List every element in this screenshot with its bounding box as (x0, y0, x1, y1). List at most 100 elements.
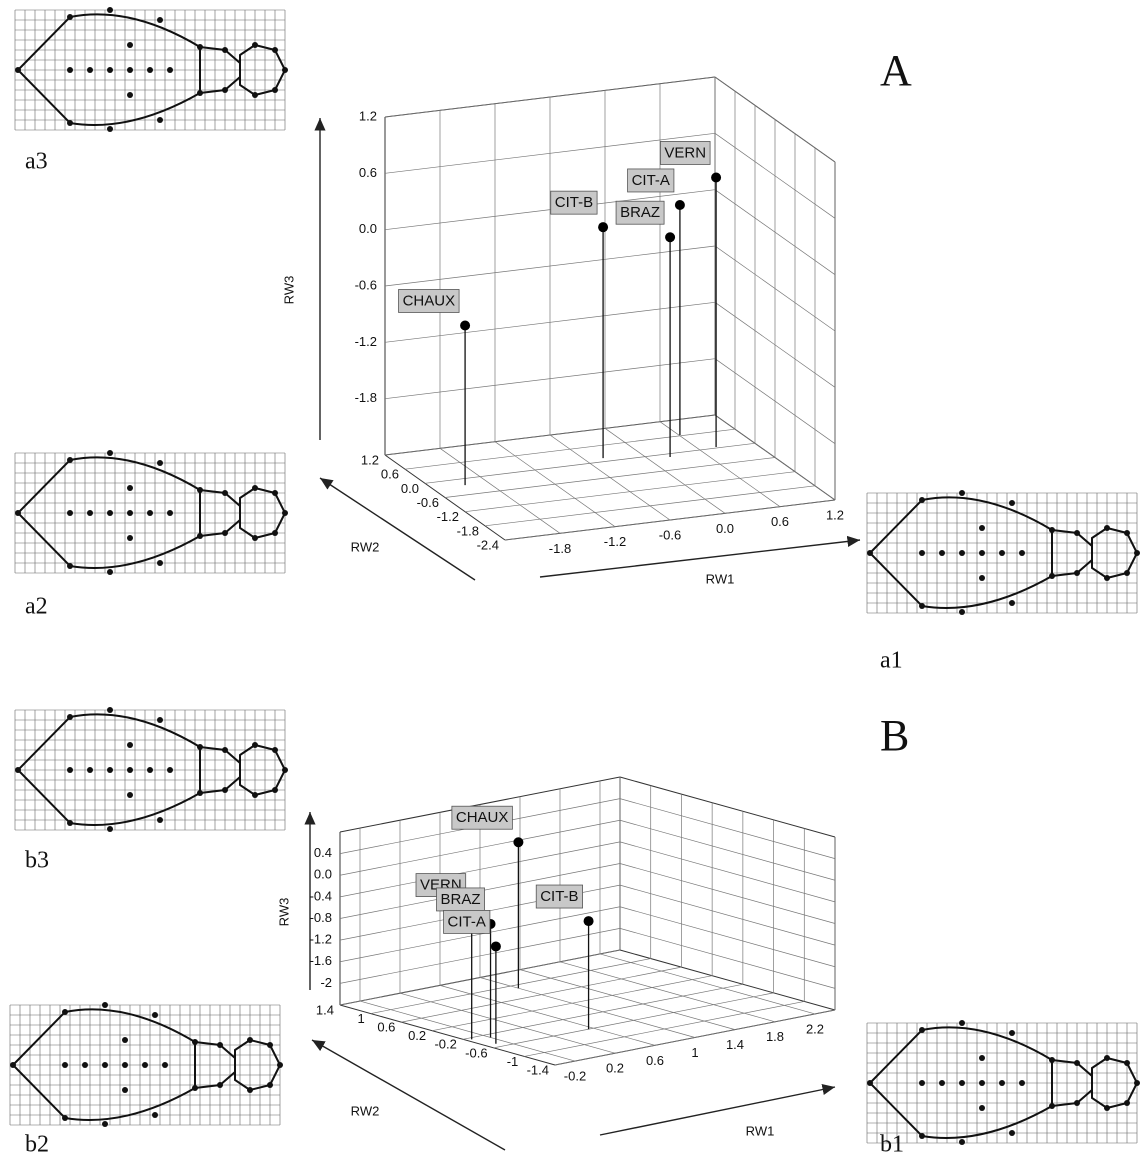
y-tick-label: 1.4 (316, 1002, 334, 1017)
axis-label: RW1 (746, 1123, 775, 1138)
grid-line (399, 992, 616, 1054)
point (665, 232, 676, 243)
point-label: CIT-A (632, 172, 670, 189)
label-box (550, 190, 598, 215)
grid-line (504, 499, 836, 541)
grid-line (524, 1001, 805, 1057)
box-edge (619, 776, 836, 838)
z-tick-label: 0.6 (359, 165, 377, 180)
y-tick-label: 1.2 (361, 452, 379, 467)
z-tick-label: -2 (320, 975, 332, 990)
point (711, 172, 722, 183)
axis-arrow (311, 1039, 506, 1151)
grid-line (339, 906, 621, 963)
axis-arrow (319, 477, 476, 581)
label-box (615, 200, 665, 225)
y-tick-label: -1.2 (437, 509, 459, 524)
x-tick-label: 1.8 (766, 1029, 784, 1044)
grid-label: a2 (25, 594, 48, 620)
box-edge (619, 949, 836, 1011)
grid-label: b3 (25, 848, 49, 874)
grid-label: a3 (25, 149, 48, 175)
grid-line (493, 992, 774, 1049)
x-tick-label: 2.2 (806, 1021, 824, 1036)
z-tick-label: -0.6 (355, 277, 377, 292)
grid-line (464, 471, 796, 513)
grid-line (370, 958, 651, 1014)
y-tick-label: 0.6 (377, 1020, 395, 1035)
x-tick-label: -1.2 (604, 534, 626, 549)
point-label: VERN (664, 144, 706, 161)
grid-line (384, 189, 716, 231)
x-tick-label: 0.6 (771, 514, 789, 529)
grid-line (384, 414, 716, 456)
grid-line (619, 819, 836, 881)
grid-line (401, 966, 682, 1023)
grid-line (339, 928, 621, 984)
grid-line (619, 798, 836, 859)
y-tick-label: -1.4 (527, 1062, 549, 1077)
z-tick-label: 0.0 (359, 221, 377, 236)
grid-line (714, 302, 836, 388)
grid-line (359, 1000, 576, 1062)
x-tick-label: 1 (691, 1045, 698, 1060)
grid-line (619, 863, 836, 924)
grid-line (714, 358, 836, 444)
y-tick-label: -0.2 (434, 1037, 456, 1052)
grid-line (462, 983, 743, 1040)
point (674, 199, 685, 210)
y-tick-label: -1.8 (457, 523, 479, 538)
y-tick-label: 0.0 (401, 481, 419, 496)
grid-line (519, 969, 736, 1030)
z-tick-label: 1.2 (359, 108, 377, 123)
grid-line (339, 841, 621, 898)
label-box (659, 141, 711, 165)
grid-line (554, 1009, 836, 1066)
deformation-grid (866, 1019, 1141, 1146)
x-tick-label: 0.6 (646, 1053, 664, 1068)
grid-line (714, 245, 836, 332)
x-tick-label: -0.2 (564, 1069, 586, 1084)
deformation-grid (14, 6, 289, 133)
x-tick-label: 1.2 (826, 507, 844, 522)
axis-arrow (539, 535, 861, 578)
deformation-grid (9, 1001, 284, 1128)
grid-line (619, 906, 836, 968)
grid-line (384, 76, 716, 118)
grid-line (484, 485, 816, 527)
grid-line (339, 949, 621, 1006)
point (460, 320, 471, 331)
label-box (443, 910, 491, 934)
x-tick-label: 1.4 (726, 1037, 744, 1052)
box-edge (339, 1004, 556, 1066)
axis-label: RW2 (351, 539, 380, 554)
label-box (398, 289, 460, 313)
panel-label: A (880, 46, 912, 95)
point (513, 837, 524, 848)
x-tick-label: -1.8 (549, 541, 571, 556)
grid-line (619, 884, 836, 946)
panel-label: B (880, 711, 909, 760)
grid-label: b1 (880, 1132, 904, 1158)
y-tick-label: -2.4 (477, 537, 499, 552)
grid-line (599, 953, 816, 1015)
grid-line (714, 76, 836, 163)
grid-line (432, 975, 713, 1032)
axis-label: RW3 (276, 898, 291, 927)
z-tick-label: -1.8 (355, 390, 377, 405)
label-box (535, 884, 583, 909)
deformation-grid (14, 449, 289, 576)
point-label: CIT-B (555, 194, 593, 211)
grid-line (384, 132, 716, 174)
grid-line (404, 428, 736, 470)
grid-line (619, 841, 836, 903)
z-tick-label: 0.4 (314, 845, 332, 860)
grid-line (714, 189, 836, 275)
point-label: CIT-B (540, 888, 578, 905)
point (598, 222, 609, 233)
label-box (627, 168, 675, 193)
grid-label: a1 (880, 648, 903, 674)
z-tick-label: -0.4 (310, 888, 332, 903)
